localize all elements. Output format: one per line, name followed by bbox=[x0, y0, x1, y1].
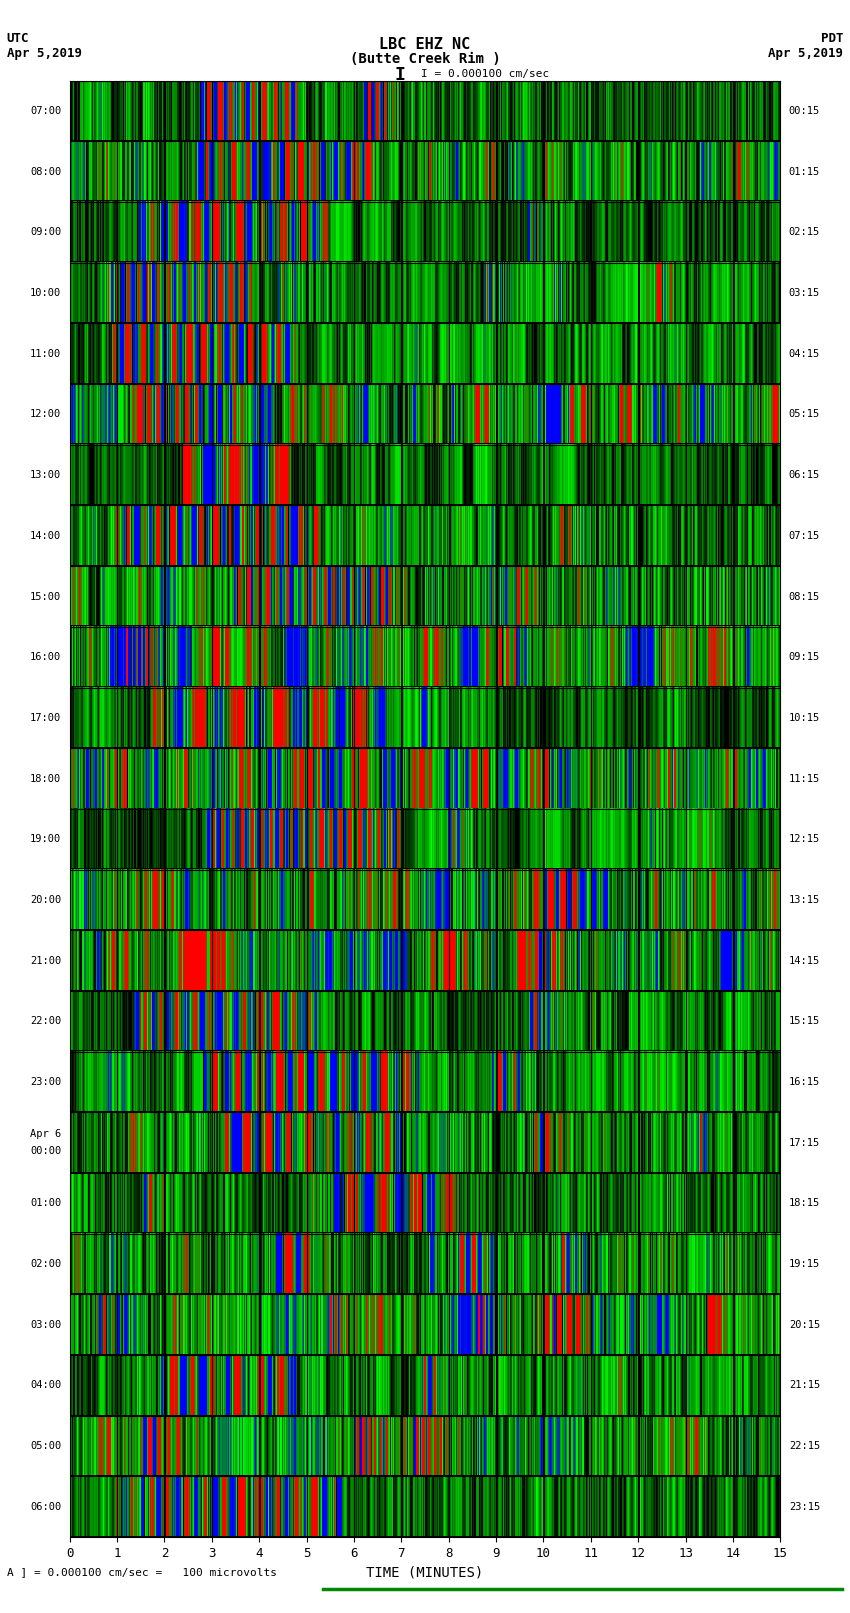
Text: 03:15: 03:15 bbox=[789, 289, 820, 298]
Text: 07:00: 07:00 bbox=[30, 106, 61, 116]
Text: 22:15: 22:15 bbox=[789, 1440, 820, 1452]
Text: 04:15: 04:15 bbox=[789, 348, 820, 358]
Text: 18:15: 18:15 bbox=[789, 1198, 820, 1208]
Text: 21:00: 21:00 bbox=[30, 955, 61, 966]
Text: 03:00: 03:00 bbox=[30, 1319, 61, 1329]
Text: 02:15: 02:15 bbox=[789, 227, 820, 237]
Text: 01:00: 01:00 bbox=[30, 1198, 61, 1208]
Text: 01:15: 01:15 bbox=[789, 166, 820, 177]
Text: 14:00: 14:00 bbox=[30, 531, 61, 540]
Text: UTC: UTC bbox=[7, 32, 29, 45]
Text: 05:00: 05:00 bbox=[30, 1440, 61, 1452]
Text: 16:00: 16:00 bbox=[30, 652, 61, 663]
Text: 06:00: 06:00 bbox=[30, 1502, 61, 1511]
Text: Apr 5,2019: Apr 5,2019 bbox=[768, 47, 843, 60]
Text: I: I bbox=[394, 66, 405, 84]
Text: 12:15: 12:15 bbox=[789, 834, 820, 844]
Text: 02:00: 02:00 bbox=[30, 1260, 61, 1269]
Text: 23:15: 23:15 bbox=[789, 1502, 820, 1511]
Text: 17:00: 17:00 bbox=[30, 713, 61, 723]
Text: 16:15: 16:15 bbox=[789, 1077, 820, 1087]
X-axis label: TIME (MINUTES): TIME (MINUTES) bbox=[366, 1566, 484, 1579]
Text: Apr 5,2019: Apr 5,2019 bbox=[7, 47, 82, 60]
Text: 20:15: 20:15 bbox=[789, 1319, 820, 1329]
Text: 11:15: 11:15 bbox=[789, 774, 820, 784]
Text: LBC EHZ NC: LBC EHZ NC bbox=[379, 37, 471, 52]
Text: 13:00: 13:00 bbox=[30, 469, 61, 481]
Text: 10:00: 10:00 bbox=[30, 289, 61, 298]
Text: 00:15: 00:15 bbox=[789, 106, 820, 116]
Text: 12:00: 12:00 bbox=[30, 410, 61, 419]
Text: 15:15: 15:15 bbox=[789, 1016, 820, 1026]
Text: PDT: PDT bbox=[821, 32, 843, 45]
Text: 09:00: 09:00 bbox=[30, 227, 61, 237]
Text: 07:15: 07:15 bbox=[789, 531, 820, 540]
Text: 00:00: 00:00 bbox=[30, 1147, 61, 1157]
Text: 23:00: 23:00 bbox=[30, 1077, 61, 1087]
Text: A ] = 0.000100 cm/sec =   100 microvolts: A ] = 0.000100 cm/sec = 100 microvolts bbox=[7, 1568, 277, 1578]
Text: 06:15: 06:15 bbox=[789, 469, 820, 481]
Text: 08:15: 08:15 bbox=[789, 592, 820, 602]
Text: 04:00: 04:00 bbox=[30, 1381, 61, 1390]
Text: 15:00: 15:00 bbox=[30, 592, 61, 602]
Text: (Butte Creek Rim ): (Butte Creek Rim ) bbox=[349, 52, 501, 66]
Text: 20:00: 20:00 bbox=[30, 895, 61, 905]
Text: 10:15: 10:15 bbox=[789, 713, 820, 723]
Text: 18:00: 18:00 bbox=[30, 774, 61, 784]
Text: 09:15: 09:15 bbox=[789, 652, 820, 663]
Text: 13:15: 13:15 bbox=[789, 895, 820, 905]
Text: 14:15: 14:15 bbox=[789, 955, 820, 966]
Text: 05:15: 05:15 bbox=[789, 410, 820, 419]
Text: 19:00: 19:00 bbox=[30, 834, 61, 844]
Text: 08:00: 08:00 bbox=[30, 166, 61, 177]
Text: 21:15: 21:15 bbox=[789, 1381, 820, 1390]
Text: Apr 6: Apr 6 bbox=[30, 1129, 61, 1139]
Text: 11:00: 11:00 bbox=[30, 348, 61, 358]
Text: 19:15: 19:15 bbox=[789, 1260, 820, 1269]
Text: 17:15: 17:15 bbox=[789, 1137, 820, 1148]
Text: I = 0.000100 cm/sec: I = 0.000100 cm/sec bbox=[421, 69, 549, 79]
Text: 22:00: 22:00 bbox=[30, 1016, 61, 1026]
